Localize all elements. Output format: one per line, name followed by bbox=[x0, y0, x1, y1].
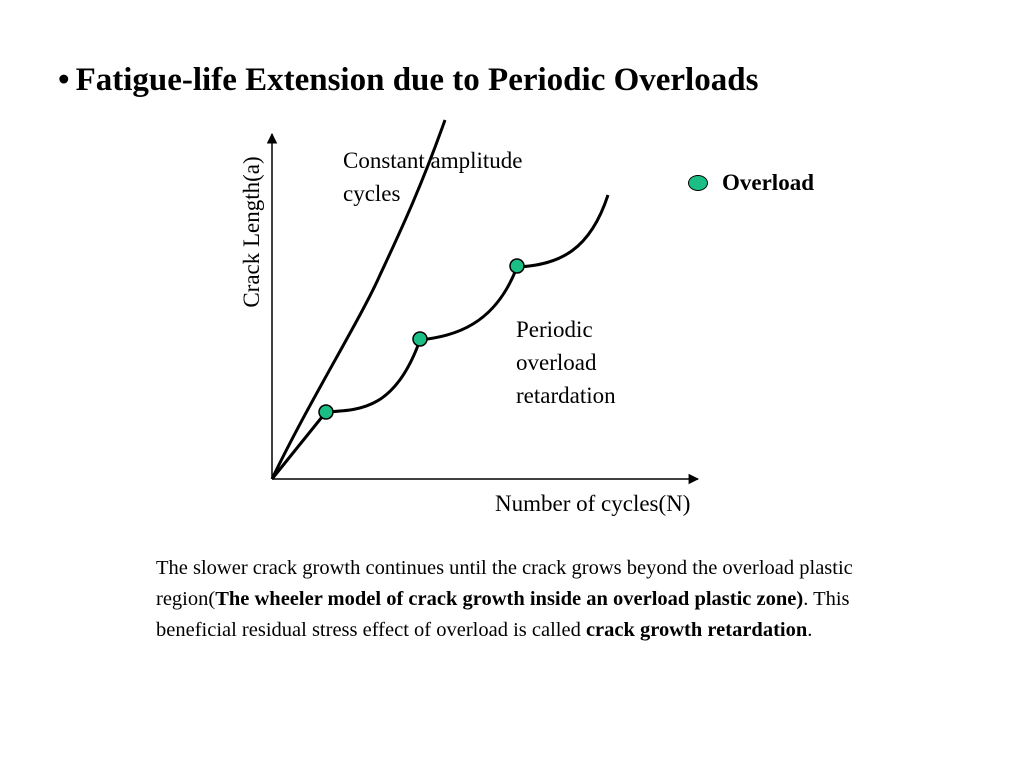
crack-growth-retardation-term: crack growth retardation bbox=[585, 619, 808, 641]
y-axis-label: Crack Length(a) bbox=[239, 156, 264, 308]
constant-amplitude-label-line1: Constant amplitude bbox=[343, 148, 523, 173]
periodic-overload-label-line1: Periodic bbox=[516, 317, 593, 342]
legend: Overload bbox=[688, 170, 814, 196]
overload-point bbox=[412, 331, 428, 347]
title-text: Fatigue-life Extension due to Periodic O… bbox=[75, 62, 759, 98]
periodic-overload-curve bbox=[270, 194, 610, 480]
title-bullet: • bbox=[58, 62, 70, 98]
overload-legend-marker bbox=[688, 175, 708, 191]
x-axis-label: Number of cycles(N) bbox=[495, 491, 691, 516]
constant-amplitude-curve bbox=[270, 119, 447, 480]
slide-title: • Fatigue-life Extension due to Periodic … bbox=[58, 62, 758, 99]
periodic-overload-label: Periodic overload retardation bbox=[516, 313, 616, 412]
periodic-overload-label-line2: overload bbox=[516, 350, 597, 375]
overload-point bbox=[509, 258, 525, 274]
constant-amplitude-label: Constant amplitude cycles bbox=[343, 144, 523, 210]
periodic-overload-label-line3: retardation bbox=[516, 383, 616, 408]
wheeler-model-text: The wheeler model of crack growth inside… bbox=[215, 588, 804, 610]
constant-amplitude-label-line2: cycles bbox=[343, 181, 401, 206]
overload-point bbox=[318, 404, 334, 420]
explanation-paragraph: The slower crack growth continues until … bbox=[156, 553, 916, 646]
explanation-text-3: . bbox=[807, 619, 813, 641]
explanation-text-2: . This beneficial residual stress effect… bbox=[156, 588, 850, 641]
overload-legend-label: Overload bbox=[722, 170, 814, 195]
explanation-text-1: The slower crack growth continues until … bbox=[156, 557, 853, 610]
